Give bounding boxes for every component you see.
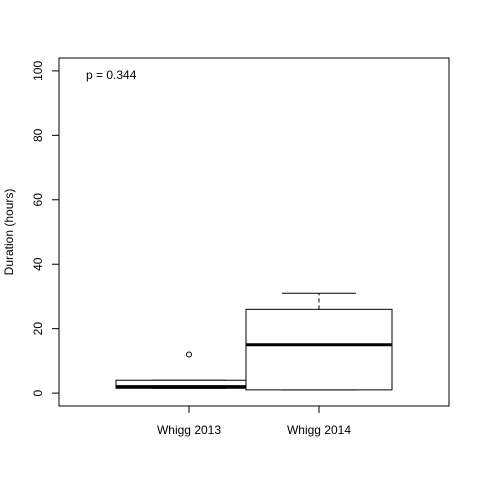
y-tick-label: 60 — [31, 193, 45, 207]
y-tick-label: 0 — [31, 389, 45, 396]
box-group — [115, 351, 263, 389]
box-iqr — [245, 308, 393, 391]
box-group — [245, 292, 393, 391]
plot-frame — [58, 57, 450, 407]
x-tick-label: Whigg 2014 — [287, 423, 351, 437]
outlier-point — [186, 351, 192, 358]
y-tick-label: 80 — [31, 128, 45, 142]
y-tick-label: 40 — [31, 257, 45, 271]
box-marks — [115, 292, 393, 391]
p-value-annotation: p = 0.344 — [86, 68, 137, 82]
y-tick-label: 20 — [31, 322, 45, 336]
x-tick-label: Whigg 2013 — [157, 423, 221, 437]
y-tick-label: 100 — [31, 61, 45, 81]
y-axis-label: Duration (hours) — [2, 189, 16, 276]
